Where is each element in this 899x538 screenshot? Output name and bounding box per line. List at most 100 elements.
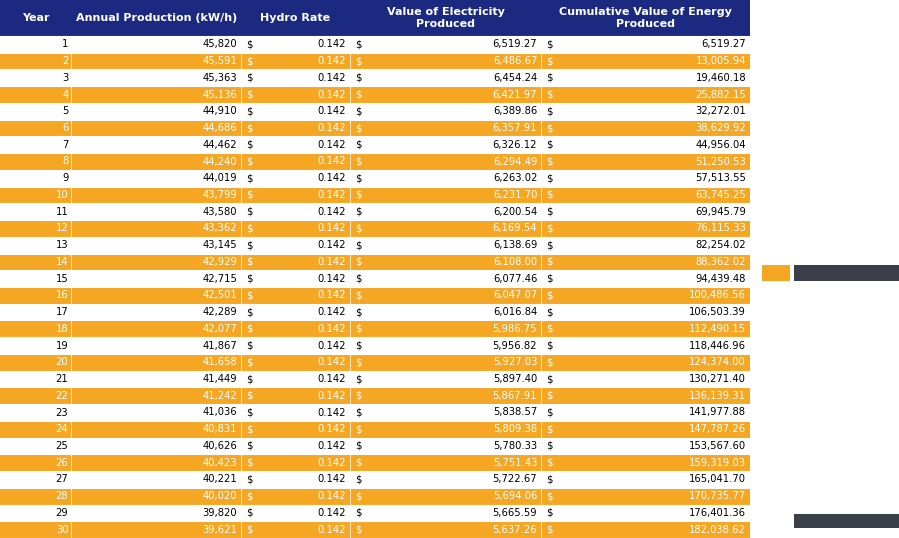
Bar xyxy=(0,337,750,354)
Text: 6,200.54: 6,200.54 xyxy=(493,207,538,217)
Text: 0.142: 0.142 xyxy=(317,89,346,100)
Text: 30: 30 xyxy=(56,525,68,535)
Bar xyxy=(0,137,750,153)
Text: 12: 12 xyxy=(56,223,68,233)
Text: 38,629.92: 38,629.92 xyxy=(695,123,746,133)
Bar xyxy=(0,187,750,203)
Text: 5,722.67: 5,722.67 xyxy=(493,475,538,484)
Text: $: $ xyxy=(355,107,361,116)
Text: $: $ xyxy=(246,89,253,100)
Text: $: $ xyxy=(547,458,553,468)
Bar xyxy=(0,437,750,454)
Text: $: $ xyxy=(355,324,361,334)
Text: 18: 18 xyxy=(56,324,68,334)
Text: 153,567.60: 153,567.60 xyxy=(689,441,746,451)
Text: 0.142: 0.142 xyxy=(317,73,346,83)
Text: Cumulative Value of Energy
Produced: Cumulative Value of Energy Produced xyxy=(559,7,732,29)
Text: 5,956.82: 5,956.82 xyxy=(493,341,538,351)
Bar xyxy=(0,86,750,103)
Bar xyxy=(0,454,750,471)
Text: $: $ xyxy=(547,291,553,300)
Text: 44,686: 44,686 xyxy=(202,123,237,133)
Text: $: $ xyxy=(246,407,253,417)
Text: $: $ xyxy=(547,508,553,518)
Text: $: $ xyxy=(547,374,553,384)
Text: 5,780.33: 5,780.33 xyxy=(493,441,538,451)
Text: 0.142: 0.142 xyxy=(317,391,346,401)
Text: 45,363: 45,363 xyxy=(202,73,237,83)
Text: 8: 8 xyxy=(62,157,68,166)
Text: 0.142: 0.142 xyxy=(317,173,346,183)
Text: 165,041.70: 165,041.70 xyxy=(689,475,746,484)
Text: $: $ xyxy=(355,274,361,284)
Text: 44,910: 44,910 xyxy=(202,107,237,116)
Text: 6,519.27: 6,519.27 xyxy=(701,39,746,49)
Text: 41,658: 41,658 xyxy=(202,357,237,367)
Text: 10: 10 xyxy=(56,190,68,200)
Text: $: $ xyxy=(547,140,553,150)
Text: 17: 17 xyxy=(56,307,68,317)
Text: 0.142: 0.142 xyxy=(317,407,346,417)
Text: $: $ xyxy=(547,324,553,334)
Text: 6,077.46: 6,077.46 xyxy=(493,274,538,284)
Bar xyxy=(350,0,541,36)
Text: $: $ xyxy=(355,374,361,384)
Text: 27: 27 xyxy=(56,475,68,484)
Text: 0.142: 0.142 xyxy=(317,140,346,150)
Text: 0.142: 0.142 xyxy=(317,324,346,334)
Text: 5,897.40: 5,897.40 xyxy=(493,374,538,384)
Text: 6,169.54: 6,169.54 xyxy=(493,223,538,233)
Bar xyxy=(0,270,750,287)
Text: $: $ xyxy=(355,123,361,133)
Text: 6,047.07: 6,047.07 xyxy=(493,291,538,300)
Bar xyxy=(0,103,750,119)
Text: 1: 1 xyxy=(62,39,68,49)
Text: 6,357.91: 6,357.91 xyxy=(493,123,538,133)
Text: 42,501: 42,501 xyxy=(202,291,237,300)
Text: 21: 21 xyxy=(56,374,68,384)
Text: 4: 4 xyxy=(62,89,68,100)
Text: $: $ xyxy=(355,56,361,66)
Text: 0.142: 0.142 xyxy=(317,240,346,250)
Text: 45,136: 45,136 xyxy=(202,89,237,100)
Text: 6,294.49: 6,294.49 xyxy=(493,157,538,166)
Text: 43,362: 43,362 xyxy=(202,223,237,233)
Text: $: $ xyxy=(355,291,361,300)
Bar xyxy=(0,119,750,137)
Bar xyxy=(0,253,750,270)
Text: 51,250.53: 51,250.53 xyxy=(695,157,746,166)
Text: 22: 22 xyxy=(56,391,68,401)
Text: 63,745.25: 63,745.25 xyxy=(695,190,746,200)
Text: 15: 15 xyxy=(56,274,68,284)
Bar xyxy=(71,0,241,36)
Bar xyxy=(0,488,750,505)
Text: $: $ xyxy=(246,441,253,451)
Text: 14: 14 xyxy=(56,257,68,267)
Text: $: $ xyxy=(355,441,361,451)
Text: $: $ xyxy=(246,190,253,200)
Text: 45,591: 45,591 xyxy=(202,56,237,66)
Text: 0.142: 0.142 xyxy=(317,157,346,166)
Text: $: $ xyxy=(246,56,253,66)
Text: 0.142: 0.142 xyxy=(317,56,346,66)
Text: $: $ xyxy=(547,525,553,535)
Bar xyxy=(241,0,350,36)
Text: 40,831: 40,831 xyxy=(202,424,237,434)
Text: 0.142: 0.142 xyxy=(317,508,346,518)
Text: $: $ xyxy=(246,391,253,401)
Text: 2: 2 xyxy=(62,56,68,66)
Bar xyxy=(794,514,899,528)
Text: $: $ xyxy=(547,441,553,451)
Text: 0.142: 0.142 xyxy=(317,357,346,367)
Text: $: $ xyxy=(547,173,553,183)
Text: 3: 3 xyxy=(62,73,68,83)
Text: $: $ xyxy=(355,240,361,250)
Text: $: $ xyxy=(547,73,553,83)
Text: $: $ xyxy=(246,424,253,434)
Text: $: $ xyxy=(355,475,361,484)
Text: $: $ xyxy=(355,89,361,100)
Text: 170,735.77: 170,735.77 xyxy=(689,491,746,501)
Text: 100,486.56: 100,486.56 xyxy=(690,291,746,300)
Text: 6,138.69: 6,138.69 xyxy=(493,240,538,250)
Text: $: $ xyxy=(547,274,553,284)
